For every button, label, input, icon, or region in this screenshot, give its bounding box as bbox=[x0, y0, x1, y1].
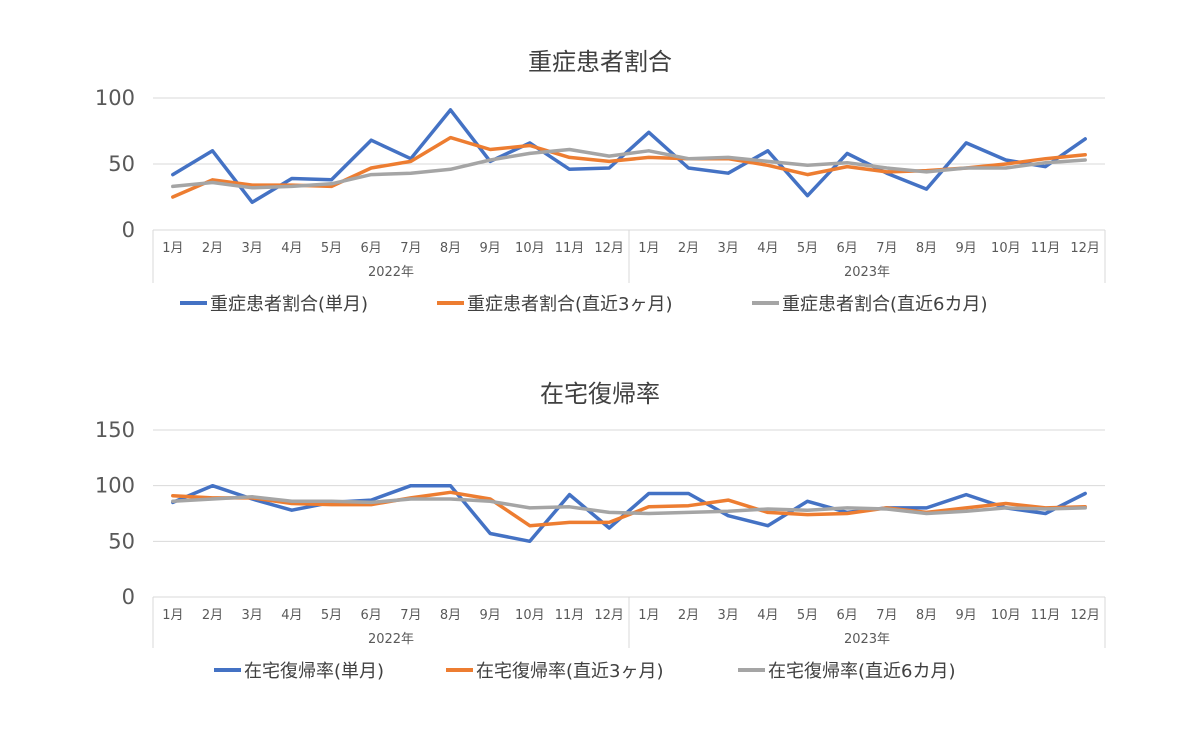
x-tick-label: 9月 bbox=[480, 608, 501, 623]
x-tick-label: 12月 bbox=[594, 241, 624, 256]
x-tick-label: 5月 bbox=[321, 608, 342, 623]
x-tick-label: 7月 bbox=[876, 241, 897, 256]
y-tick-label: 50 bbox=[108, 152, 135, 176]
x-tick-label: 11月 bbox=[555, 241, 585, 256]
chart-2: 在宅復帰率 0 50 100 150 1月 2月 3月 4月 5月 6月 7月 8月 9月 10月 11月 12… bbox=[95, 380, 1106, 682]
legend-entry: 在宅復帰率(直近6カ月) bbox=[768, 661, 956, 682]
x-tick-label: 10月 bbox=[515, 608, 545, 623]
x-tick-label: 10月 bbox=[515, 241, 545, 256]
y-tick-label: 0 bbox=[122, 218, 135, 242]
legend: 在宅復帰率(単月) 在宅復帰率(直近3ヶ月) 在宅復帰率(直近6カ月) bbox=[214, 661, 956, 682]
chart-title: 重症患者割合 bbox=[528, 48, 672, 76]
y-tick-label: 50 bbox=[108, 529, 135, 553]
x-tick-label: 11月 bbox=[1031, 241, 1061, 256]
x-tick-label: 2月 bbox=[202, 241, 223, 256]
year-label: 2022年 bbox=[368, 265, 414, 280]
year-label: 2023年 bbox=[844, 265, 890, 280]
x-tick-label: 12月 bbox=[1070, 608, 1100, 623]
x-tick-label: 2月 bbox=[678, 608, 699, 623]
x-tick-label: 8月 bbox=[440, 241, 461, 256]
x-tick-label: 6月 bbox=[361, 608, 382, 623]
x-tick-label: 4月 bbox=[757, 241, 778, 256]
y-tick-label: 100 bbox=[95, 474, 135, 498]
x-tick-label: 1月 bbox=[638, 241, 659, 256]
x-tick-label: 7月 bbox=[400, 241, 421, 256]
x-tick-label: 3月 bbox=[718, 608, 739, 623]
x-tick-label: 4月 bbox=[281, 608, 302, 623]
legend-entry: 在宅復帰率(直近3ヶ月) bbox=[476, 661, 664, 682]
x-tick-label: 9月 bbox=[956, 241, 977, 256]
x-tick-label: 1月 bbox=[638, 608, 659, 623]
y-tick-label: 100 bbox=[95, 86, 135, 110]
x-tick-label: 3月 bbox=[242, 241, 263, 256]
x-tick-label: 7月 bbox=[876, 608, 897, 623]
year-label: 2022年 bbox=[368, 632, 414, 647]
x-tick-label: 1月 bbox=[162, 608, 183, 623]
y-tick-label: 0 bbox=[122, 585, 135, 609]
chart-1: 重症患者割合 0 50 100 1月 2月 3月 4月 5月 6月 7月 8月 9月 10月 11月 12月 1… bbox=[95, 48, 1106, 315]
x-tick-label: 10月 bbox=[991, 608, 1021, 623]
y-tick-label: 150 bbox=[95, 418, 135, 442]
x-tick-label: 11月 bbox=[1031, 608, 1061, 623]
legend-entry: 在宅復帰率(単月) bbox=[244, 661, 384, 682]
x-tick-label: 6月 bbox=[837, 608, 858, 623]
x-tick-label: 8月 bbox=[916, 241, 937, 256]
x-tick-label: 12月 bbox=[594, 608, 624, 623]
x-tick-label: 4月 bbox=[757, 608, 778, 623]
x-tick-label: 9月 bbox=[956, 608, 977, 623]
x-tick-label: 10月 bbox=[991, 241, 1021, 256]
x-tick-label: 6月 bbox=[361, 241, 382, 256]
x-tick-label: 8月 bbox=[440, 608, 461, 623]
year-label: 2023年 bbox=[844, 632, 890, 647]
x-tick-label: 9月 bbox=[480, 241, 501, 256]
x-tick-label: 2月 bbox=[202, 608, 223, 623]
x-tick-label: 2月 bbox=[678, 241, 699, 256]
series-line-1 bbox=[171, 108, 1087, 205]
x-tick-label: 12月 bbox=[1070, 241, 1100, 256]
x-tick-label: 5月 bbox=[321, 241, 342, 256]
x-tick-label: 6月 bbox=[837, 241, 858, 256]
chart-title: 在宅復帰率 bbox=[540, 380, 660, 408]
series-line-3 bbox=[171, 147, 1087, 190]
x-tick-label: 1月 bbox=[162, 241, 183, 256]
legend-entry: 重症患者割合(直近3ヶ月) bbox=[467, 294, 673, 315]
legend-entry: 重症患者割合(単月) bbox=[210, 294, 368, 315]
x-tick-label: 5月 bbox=[797, 241, 818, 256]
x-tick-label: 4月 bbox=[281, 241, 302, 256]
legend-entry: 重症患者割合(直近6カ月) bbox=[782, 294, 988, 315]
legend: 重症患者割合(単月) 重症患者割合(直近3ヶ月) 重症患者割合(直近6カ月) bbox=[180, 294, 988, 315]
x-tick-label: 3月 bbox=[718, 241, 739, 256]
x-tick-label: 7月 bbox=[400, 608, 421, 623]
series-line-3 bbox=[171, 495, 1087, 516]
x-tick-label: 5月 bbox=[797, 608, 818, 623]
x-tick-label: 3月 bbox=[242, 608, 263, 623]
x-tick-label: 8月 bbox=[916, 608, 937, 623]
x-tick-label: 11月 bbox=[555, 608, 585, 623]
series-line-2 bbox=[171, 135, 1087, 199]
